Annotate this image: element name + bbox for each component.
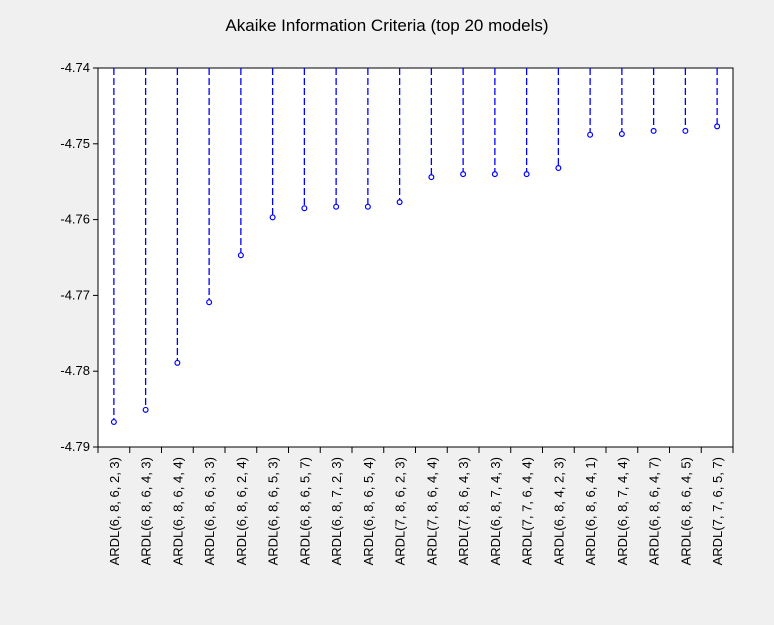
data-point [364,203,371,210]
x-tick-label: ARDL(6, 8, 6, 5, 3) [266,457,281,565]
y-tick-label: -4.74 [60,60,90,75]
data-point [110,418,117,425]
x-tick-label: ARDL(6, 8, 6, 4, 4) [170,457,185,565]
x-tick-label: ARDL(7, 7, 6, 4, 4) [520,457,535,565]
data-point [523,171,530,178]
x-tick-label: ARDL(6, 8, 6, 5, 7) [297,457,312,565]
y-tick-label: -4.76 [60,212,90,227]
data-point [269,214,276,221]
x-tick-label: ARDL(6, 8, 4, 2, 3) [551,457,566,565]
data-point [174,359,181,366]
plot-area [97,67,734,448]
data-point [650,127,657,134]
x-tick-label: ARDL(7, 8, 6, 4, 4) [424,457,439,565]
x-tick-label: ARDL(6, 8, 6, 4, 1) [583,457,598,565]
data-point [587,131,594,138]
x-tick-label: ARDL(6, 8, 7, 4, 3) [488,457,503,565]
data-point [555,165,562,172]
data-point [491,171,498,178]
data-point [428,174,435,181]
data-point [396,199,403,206]
x-tick-label: ARDL(6, 8, 7, 4, 4) [615,457,630,565]
x-tick-label: ARDL(6, 8, 6, 4, 7) [647,457,662,565]
y-tick-label: -4.75 [60,136,90,151]
x-tick-label: ARDL(6, 8, 6, 5, 4) [361,457,376,565]
x-tick-label: ARDL(6, 8, 6, 2, 3) [107,457,122,565]
data-point [460,171,467,178]
x-tick-label: ARDL(7, 8, 6, 4, 3) [456,457,471,565]
y-tick-label: -4.78 [60,363,90,378]
data-point [142,406,149,413]
x-tick-label: ARDL(6, 8, 6, 3, 3) [202,457,217,565]
data-point [682,127,689,134]
x-tick-label: ARDL(6, 8, 7, 2, 3) [329,457,344,565]
x-tick-label: ARDL(7, 7, 6, 5, 7) [710,457,725,565]
y-tick-label: -4.77 [60,287,90,302]
chart-title: Akaike Information Criteria (top 20 mode… [225,16,549,35]
data-point [237,252,244,259]
data-point [714,123,721,130]
x-tick-label: ARDL(6, 8, 6, 4, 5) [678,457,693,565]
x-tick-label: ARDL(6, 8, 6, 2, 4) [234,457,249,565]
data-point [618,130,625,137]
data-point [301,205,308,212]
x-tick-label: ARDL(7, 8, 6, 2, 3) [393,457,408,565]
y-tick-label: -4.79 [60,439,90,454]
data-point [206,299,213,306]
x-tick-label: ARDL(6, 8, 6, 4, 3) [139,457,154,565]
data-point [333,203,340,210]
